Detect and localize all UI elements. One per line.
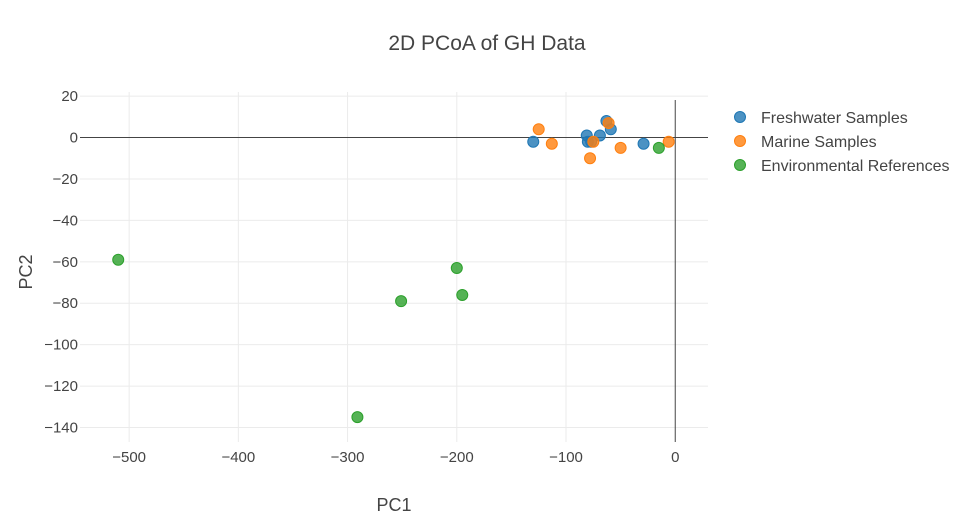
data-point[interactable] [395, 295, 408, 308]
series-2 [112, 141, 665, 424]
y-tick-label: −80 [53, 295, 78, 312]
data-point[interactable] [450, 262, 463, 275]
legend-item[interactable]: Environmental References [734, 158, 950, 175]
legend-item[interactable]: Marine Samples [734, 134, 877, 151]
y-tick-label: −60 [53, 254, 78, 271]
data-point[interactable] [584, 152, 597, 165]
legend-label: Marine Samples [761, 134, 877, 151]
y-axis-label: PC2 [16, 254, 36, 289]
legend-item[interactable]: Freshwater Samples [734, 110, 908, 127]
y-tick-label: 0 [70, 130, 78, 147]
data-point[interactable] [545, 137, 558, 150]
series-1 [532, 117, 675, 165]
data-points [112, 114, 675, 424]
x-axis-label: PC1 [376, 495, 411, 515]
x-tick-label: −200 [440, 449, 474, 466]
data-point[interactable] [456, 288, 469, 301]
data-point[interactable] [614, 141, 627, 154]
data-point[interactable] [351, 411, 364, 424]
y-axis-ticks: 20 0 −20 −40 −60 −80 −100 −120 −140 [44, 88, 78, 436]
y-tick-label: −100 [44, 337, 78, 354]
y-tick-label: −120 [44, 378, 78, 395]
y-tick-label: −140 [44, 420, 78, 437]
zero-lines [80, 100, 708, 442]
chart-title: 2D PCoA of GH Data [388, 32, 586, 55]
y-tick-label: −40 [53, 212, 78, 229]
legend-marker [734, 135, 746, 147]
y-tick-label: −20 [53, 171, 78, 188]
x-tick-label: −300 [331, 449, 365, 466]
x-tick-label: 0 [671, 449, 679, 466]
data-point[interactable] [662, 135, 675, 148]
data-point[interactable] [637, 137, 650, 150]
data-point[interactable] [527, 135, 540, 148]
legend-marker [734, 111, 746, 123]
data-point[interactable] [587, 135, 600, 148]
grid-lines [80, 92, 708, 442]
x-axis-ticks: −500 −400 −300 −200 −100 0 [112, 449, 679, 466]
legend-label: Freshwater Samples [761, 110, 908, 127]
x-tick-label: −400 [221, 449, 255, 466]
data-point[interactable] [112, 253, 125, 266]
data-point[interactable] [532, 123, 545, 136]
legend-marker [734, 159, 746, 171]
x-tick-label: −500 [112, 449, 146, 466]
y-tick-label: 20 [61, 88, 78, 105]
data-point[interactable] [602, 117, 615, 130]
data-point[interactable] [652, 141, 665, 154]
x-tick-label: −100 [549, 449, 583, 466]
legend[interactable]: Freshwater Samples Marine Samples Environm… [734, 110, 950, 175]
legend-label: Environmental References [761, 158, 950, 175]
